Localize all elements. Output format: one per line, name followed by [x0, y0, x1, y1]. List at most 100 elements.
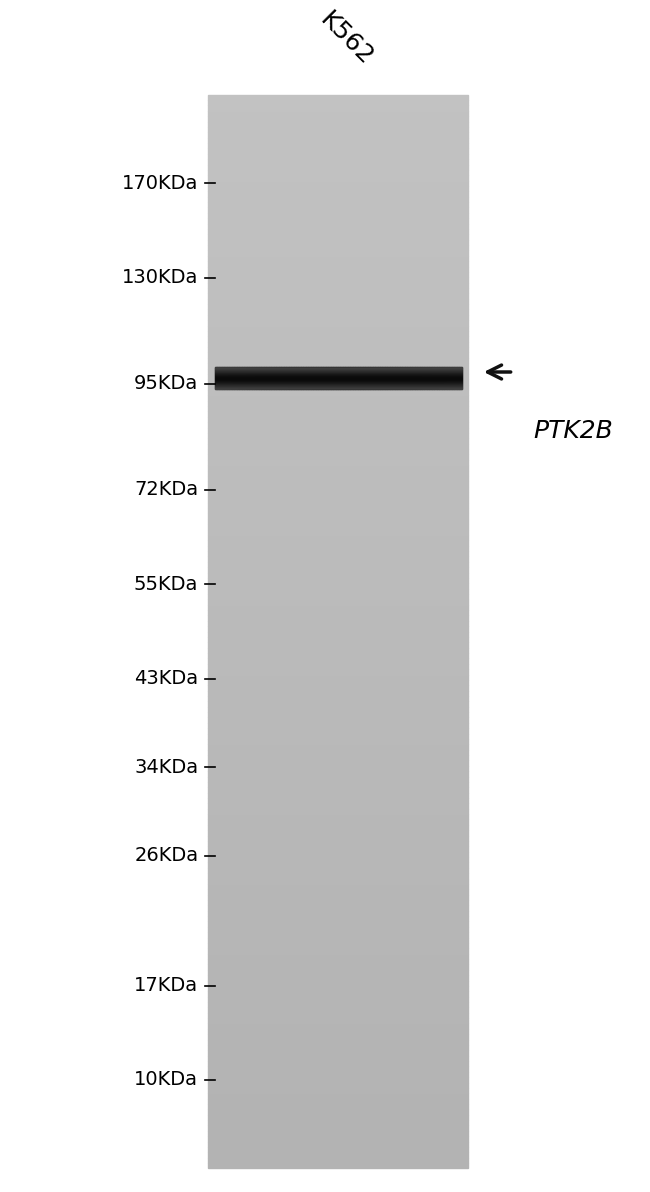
- Bar: [239, 367, 242, 389]
- Bar: [208, 1147, 468, 1153]
- Bar: [237, 367, 239, 389]
- Bar: [372, 367, 375, 389]
- Bar: [274, 367, 276, 389]
- Bar: [208, 642, 468, 647]
- Bar: [208, 615, 468, 621]
- Bar: [338, 367, 341, 389]
- Bar: [271, 367, 274, 389]
- Bar: [432, 367, 434, 389]
- Bar: [208, 374, 468, 379]
- Bar: [208, 551, 468, 557]
- Bar: [208, 417, 468, 422]
- Bar: [208, 433, 468, 439]
- Bar: [452, 367, 454, 389]
- Bar: [208, 874, 468, 879]
- Bar: [444, 367, 447, 389]
- Bar: [341, 367, 343, 389]
- Bar: [208, 771, 468, 776]
- Bar: [208, 293, 468, 299]
- Text: 43KDa: 43KDa: [134, 669, 198, 688]
- Bar: [208, 379, 468, 385]
- Bar: [208, 765, 468, 771]
- Bar: [208, 793, 468, 797]
- Bar: [208, 932, 468, 938]
- Bar: [208, 1093, 468, 1099]
- Bar: [439, 367, 442, 389]
- Bar: [208, 406, 468, 411]
- Bar: [208, 94, 468, 100]
- Bar: [208, 1088, 468, 1093]
- Bar: [208, 422, 468, 428]
- Bar: [261, 367, 264, 389]
- Bar: [378, 367, 380, 389]
- Bar: [208, 213, 468, 218]
- Bar: [208, 808, 468, 814]
- Bar: [422, 367, 424, 389]
- Bar: [208, 347, 468, 353]
- Bar: [208, 428, 468, 433]
- Bar: [208, 401, 468, 406]
- Bar: [400, 367, 402, 389]
- Bar: [208, 594, 468, 600]
- Bar: [208, 647, 468, 653]
- Bar: [208, 868, 468, 874]
- Bar: [208, 529, 468, 535]
- Bar: [208, 589, 468, 594]
- Bar: [208, 256, 468, 261]
- Bar: [208, 803, 468, 808]
- Bar: [333, 367, 335, 389]
- Text: 55KDa: 55KDa: [134, 575, 198, 594]
- Text: K562: K562: [315, 8, 378, 70]
- Bar: [217, 367, 220, 389]
- Bar: [363, 367, 365, 389]
- Bar: [208, 454, 468, 460]
- Bar: [348, 367, 350, 389]
- Bar: [208, 465, 468, 471]
- Bar: [208, 851, 468, 857]
- Bar: [208, 128, 468, 132]
- Bar: [259, 367, 261, 389]
- Text: 72KDa: 72KDa: [134, 480, 198, 499]
- Bar: [456, 367, 459, 389]
- Bar: [208, 906, 468, 911]
- Bar: [387, 367, 390, 389]
- Bar: [417, 367, 419, 389]
- Bar: [208, 283, 468, 288]
- Bar: [208, 970, 468, 975]
- Bar: [353, 367, 356, 389]
- Bar: [208, 353, 468, 358]
- Text: 10KDa: 10KDa: [135, 1070, 198, 1089]
- Bar: [229, 367, 232, 389]
- Bar: [208, 900, 468, 906]
- Bar: [208, 310, 468, 315]
- Bar: [208, 497, 468, 503]
- Bar: [208, 396, 468, 401]
- Bar: [208, 664, 468, 669]
- Bar: [208, 229, 468, 235]
- Bar: [402, 367, 405, 389]
- Bar: [326, 367, 328, 389]
- Bar: [208, 621, 468, 626]
- Bar: [208, 331, 468, 336]
- Bar: [208, 997, 468, 1002]
- Bar: [323, 367, 326, 389]
- Bar: [208, 707, 468, 712]
- Bar: [390, 367, 393, 389]
- Bar: [208, 443, 468, 449]
- Bar: [208, 100, 468, 105]
- Bar: [281, 367, 283, 389]
- Bar: [208, 797, 468, 803]
- Bar: [208, 857, 468, 862]
- Bar: [208, 299, 468, 304]
- Bar: [208, 739, 468, 744]
- Bar: [208, 246, 468, 250]
- Bar: [360, 367, 363, 389]
- Bar: [447, 367, 449, 389]
- Bar: [375, 367, 378, 389]
- Bar: [208, 1082, 468, 1088]
- Bar: [254, 367, 257, 389]
- Text: 17KDa: 17KDa: [134, 976, 198, 995]
- Bar: [208, 154, 468, 160]
- Bar: [208, 535, 468, 540]
- Bar: [208, 578, 468, 583]
